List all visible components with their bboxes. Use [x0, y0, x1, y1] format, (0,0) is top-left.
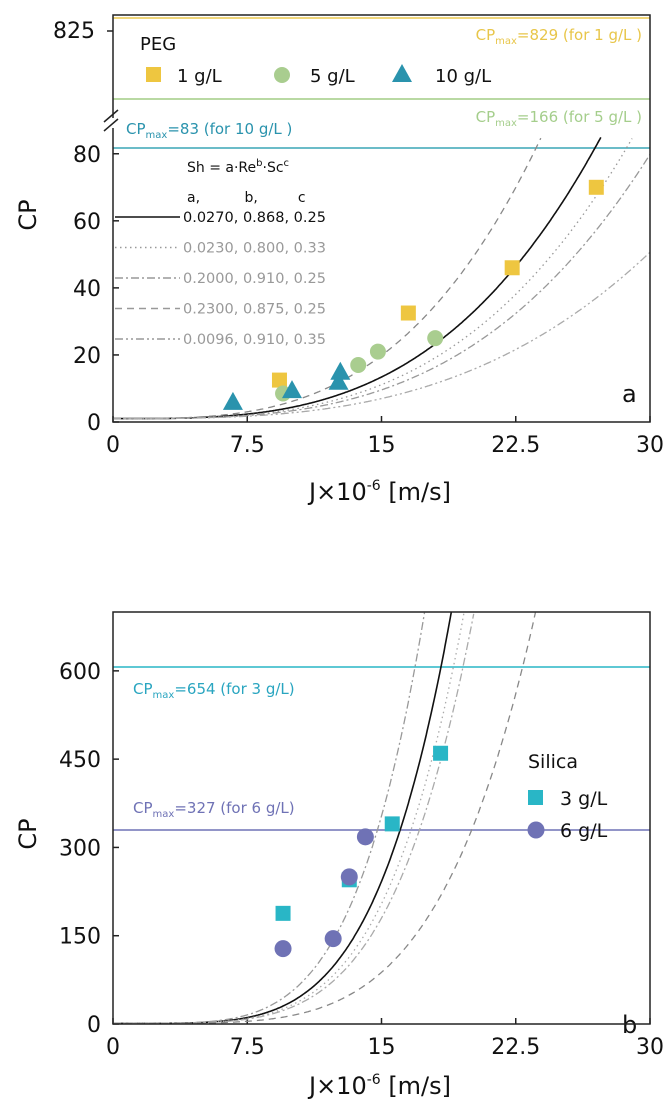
panel-b-point-6gL: [340, 868, 358, 886]
panel-b-legend-label-6gL: 6 g/L: [560, 820, 608, 842]
panel-a-xlabel: J×10-6 [m/s]: [307, 478, 451, 506]
panel-a-ref-label-829: CPmax=829 (for 1 g/L ): [476, 26, 642, 47]
panel-a-point-10gL: [222, 391, 243, 410]
panel-b-xtick-label: 22.5: [491, 1035, 540, 1060]
panel-b-xtick-label: 0: [106, 1035, 120, 1060]
panel-a-legend-marker-10gL: [392, 64, 412, 82]
panel-a-data-points: [222, 179, 604, 410]
panel-b-frame: [112, 611, 651, 1025]
panel-a-ylabel: CP: [14, 199, 42, 230]
panel-b-legend-marker-6gL: [527, 821, 545, 839]
panel-a-legend-label-1gL: 1 g/L: [177, 66, 222, 87]
panel-b-ylabel: CP: [14, 818, 42, 849]
panel-a-point-1gL: [504, 260, 520, 276]
panel-b-legend-marker-3gL: [528, 790, 543, 805]
panel-b-point-6gL: [356, 828, 374, 846]
panel-a-point-1gL: [588, 179, 604, 195]
panel-a-axis-break-mark: [103, 118, 119, 132]
panel-b-point-3gL: [384, 816, 400, 832]
panel-b-legend-label-3gL: 3 g/L: [560, 788, 608, 810]
panel-a-point-5gL: [427, 330, 444, 347]
panel-b-ref-label-654: CPmax=654 (for 3 g/L): [133, 680, 295, 701]
panel-a-ref-label-166: CPmax=166 (for 5 g/L ): [476, 108, 642, 129]
panel-b-point-6gL: [324, 930, 342, 948]
panel-a-correlation-label: 0.0096, 0.910, 0.35: [183, 332, 326, 348]
panel-a-legend-title: PEG: [140, 34, 176, 55]
panel-a-xtick-label: 30: [636, 433, 664, 458]
panel-b-ref-label-327: CPmax=327 (for 6 g/L): [133, 799, 295, 820]
panel-a-label: a: [622, 380, 637, 408]
panel-a-correlation-legend: Sh = a·Reb·Scc a, b, c 0.0270, 0.868, 0.…: [115, 158, 326, 348]
panel-b-model-curve-dashed: [113, 612, 537, 1025]
panel-a-correlation-label: 0.0270, 0.868, 0.25: [183, 210, 326, 226]
panel-b-point-3gL: [433, 745, 449, 761]
panel-a-correlation-label: 0.0230, 0.800, 0.33: [183, 241, 326, 257]
panel-a-ytick-label: 80: [73, 143, 101, 168]
panel-b-ytick-label: 600: [59, 660, 101, 685]
panel-a-xtick-label: 0: [106, 433, 120, 458]
panel-b-model-curves: [113, 611, 537, 1025]
panel-b-data-points: [274, 745, 449, 958]
panel-a-point-5gL: [350, 357, 367, 373]
panel-a-xtick-label: 7.5: [230, 433, 265, 458]
panel-a-model-curve-dashed: [113, 137, 542, 420]
panel-b-ytick-label: 300: [59, 836, 101, 861]
panel-b-ytick-label: 450: [59, 748, 101, 773]
panel-b-xtick-label: 7.5: [230, 1035, 265, 1060]
panel-a-xtick-label: 22.5: [491, 433, 540, 458]
panel-b-ytick-label: 0: [87, 1013, 101, 1038]
panel-b-ytick-label: 150: [59, 925, 101, 950]
panel-b-xtick-label: 30: [636, 1035, 664, 1060]
panel-b-xlabel: J×10-6 [m/s]: [307, 1072, 451, 1100]
panel-a-equation: Sh = a·Reb·Scc: [187, 158, 289, 176]
panel-a-point-1gL: [400, 305, 416, 321]
panel-a-ref-label-83: CPmax=83 (for 10 g/L ): [126, 120, 292, 141]
panel-a-ytick-label: 60: [73, 210, 101, 235]
panel-a-legend-marker-5gL: [274, 67, 290, 83]
panel-a-ytick-label: 0: [87, 411, 101, 436]
panel-a-point-10gL: [330, 361, 351, 380]
panel-a-correlation-label: 0.2000, 0.910, 0.25: [183, 271, 326, 287]
panel-a: 0 7.5 15 22.5 30 0 20 40 60 80 CPmax=829 (for 1 g…: [14, 14, 664, 506]
panel-a-ytick-825: 825: [53, 19, 95, 44]
panel-a-xtick-label: 15: [368, 433, 396, 458]
panel-a-ytick-label: 40: [73, 277, 101, 302]
panel-b-model-curve-dotted: [113, 613, 465, 1025]
panel-a-legend-label-5gL: 5 g/L: [310, 66, 355, 87]
panel-a-point-1gL: [271, 372, 287, 388]
panel-a-correlation-label: 0.2300, 0.875, 0.25: [183, 302, 326, 318]
panel-a-legend-marker-1gL: [146, 67, 161, 82]
panel-a-point-5gL: [369, 343, 386, 360]
panel-a-axes: 0 7.5 15 22.5 30 0 20 40 60 80: [73, 143, 664, 458]
panel-b-point-6gL: [274, 940, 292, 958]
panel-a-correlation-header: a, b, c: [187, 190, 306, 206]
panel-a-ytick-label: 20: [73, 344, 101, 369]
panel-a-frame: [112, 14, 651, 423]
panel-b-label: b: [622, 1011, 637, 1039]
panel-a-model-curve-dashdotdot: [113, 251, 651, 420]
panel-b-point-3gL: [275, 905, 291, 921]
panel-a-point-10gL: [328, 371, 349, 390]
panel-a-legend-label-10gL: 10 g/L: [435, 66, 491, 87]
panel-a-axis-break-mark: [103, 109, 119, 123]
panel-b-legend-title: Silica: [528, 751, 578, 773]
panel-b-xtick-label: 15: [368, 1035, 396, 1060]
panel-a-point-10gL: [282, 380, 302, 399]
